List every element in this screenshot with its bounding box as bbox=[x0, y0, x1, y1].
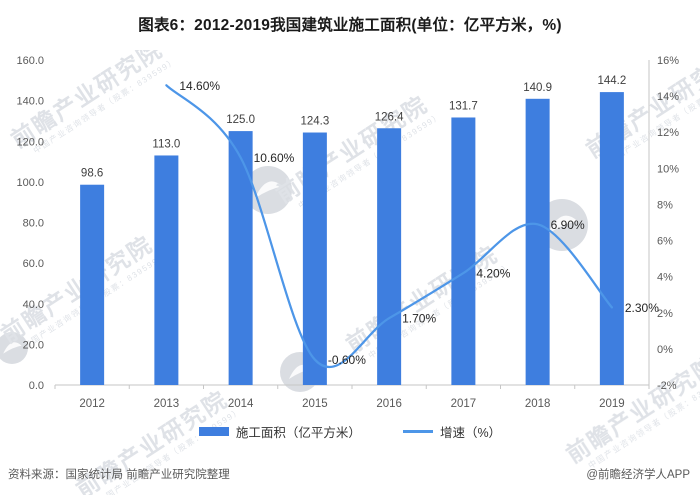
bar-value-label: 113.0 bbox=[152, 138, 180, 150]
growth-point-label: 4.20% bbox=[476, 267, 510, 281]
bar bbox=[228, 131, 253, 385]
left-axis-tick-label: 20.0 bbox=[23, 339, 44, 351]
right-axis-tick-label: 14% bbox=[657, 91, 679, 103]
left-axis-tick-label: 0.0 bbox=[29, 380, 44, 392]
x-axis-category-label: 2013 bbox=[154, 398, 180, 410]
left-axis-tick-label: 160.0 bbox=[16, 55, 44, 67]
growth-point-label: 1.70% bbox=[402, 312, 436, 326]
bar bbox=[599, 92, 624, 385]
legend-item-growth: 增速（%） bbox=[402, 422, 502, 441]
chart-title: 图表6：2012-2019我国建筑业施工面积(单位：亿平方米，%) bbox=[138, 17, 562, 34]
right-axis-tick-label: 0% bbox=[657, 344, 673, 356]
right-axis-tick-label: 4% bbox=[657, 272, 673, 284]
left-axis-tick-label: 120.0 bbox=[16, 136, 44, 148]
legend-line-swatch bbox=[402, 430, 433, 433]
bar bbox=[154, 155, 179, 385]
right-axis-tick-label: 10% bbox=[657, 163, 679, 175]
left-axis-tick-label: 60.0 bbox=[23, 258, 44, 270]
growth-point-label: 2.30% bbox=[625, 301, 659, 315]
x-axis-category-label: 2015 bbox=[302, 398, 328, 410]
growth-point-label: -0.60% bbox=[328, 353, 366, 367]
bar-value-label: 140.9 bbox=[523, 82, 552, 94]
bar bbox=[80, 184, 105, 385]
x-axis-category-label: 2019 bbox=[599, 398, 625, 410]
left-axis-tick-label: 40.0 bbox=[23, 299, 44, 311]
right-axis-tick-label: 6% bbox=[657, 236, 673, 248]
chart-footer: 资料来源：国家统计局 前瞻产业研究院整理 @前瞻经济学人APP bbox=[8, 466, 690, 482]
watermark-logo-icon bbox=[0, 332, 28, 364]
growth-point-label: 14.60% bbox=[179, 79, 220, 93]
legend-bar-label: 施工面积（亿平方米） bbox=[235, 426, 361, 440]
right-axis-tick-label: 12% bbox=[657, 127, 679, 139]
left-axis-tick-label: 140.0 bbox=[16, 96, 44, 108]
x-axis-category-label: 2016 bbox=[376, 398, 402, 410]
chart-legend: 施工面积（亿平方米） 增速（%） bbox=[0, 422, 700, 441]
bar bbox=[377, 128, 402, 385]
x-axis-category-label: 2018 bbox=[525, 398, 551, 410]
bar-value-label: 124.3 bbox=[300, 116, 329, 128]
svg-text:前瞻产业研究院: 前瞻产业研究院 bbox=[0, 231, 157, 348]
growth-line bbox=[165, 84, 614, 369]
legend-bar-swatch bbox=[198, 427, 229, 436]
bar-value-label: 125.0 bbox=[226, 114, 255, 126]
svg-text:前瞻产业研究院: 前瞻产业研究院 bbox=[271, 91, 432, 208]
bar-value-label: 144.2 bbox=[597, 75, 626, 87]
bar-value-label: 126.4 bbox=[375, 111, 404, 123]
right-axis-tick-label: -2% bbox=[657, 380, 677, 392]
x-axis-category-label: 2012 bbox=[79, 398, 105, 410]
right-axis-tick-label: 8% bbox=[657, 199, 673, 211]
growth-point-label: 6.90% bbox=[551, 218, 585, 232]
legend-item-area: 施工面积（亿平方米） bbox=[198, 422, 361, 441]
left-axis-tick-label: 80.0 bbox=[23, 218, 44, 230]
source-note: 资料来源：国家统计局 前瞻产业研究院整理 bbox=[8, 469, 230, 481]
bar-value-label: 98.6 bbox=[81, 168, 103, 180]
watermark-logo-icon bbox=[244, 166, 292, 214]
x-axis-category-label: 2014 bbox=[228, 398, 254, 410]
bar-value-label: 131.7 bbox=[449, 100, 478, 112]
right-axis-tick-label: 16% bbox=[657, 55, 679, 67]
bar-series: 98.6 113.0 125.0 124.3 126.4 131.7 140.9 144.2 bbox=[80, 75, 626, 385]
attribution-note: @前瞻经济学人APP bbox=[586, 469, 690, 481]
right-axis-tick-label: 2% bbox=[657, 308, 673, 320]
bar bbox=[302, 132, 327, 385]
growth-point-label: 10.60% bbox=[254, 151, 295, 165]
bar bbox=[525, 98, 550, 385]
left-axis-tick-label: 100.0 bbox=[16, 177, 44, 189]
legend-line-label: 增速（%） bbox=[439, 426, 502, 440]
bar bbox=[451, 117, 476, 385]
x-axis-category-label: 2017 bbox=[451, 398, 477, 410]
